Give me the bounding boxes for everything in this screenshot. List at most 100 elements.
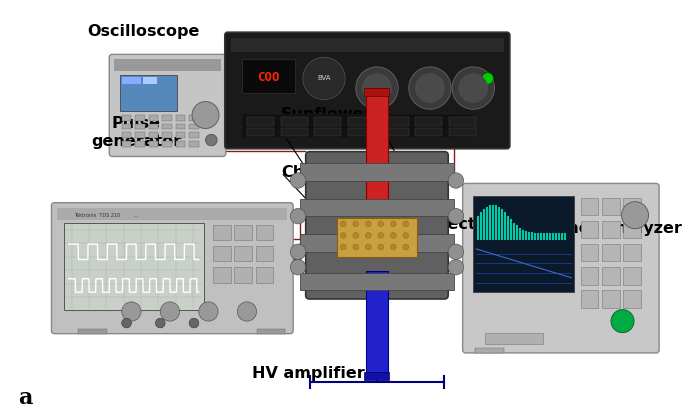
Bar [624,290,641,308]
Circle shape [482,73,494,84]
Circle shape [340,221,346,227]
Bar [366,271,388,377]
Circle shape [353,244,358,250]
Circle shape [356,67,398,109]
Circle shape [448,173,463,188]
Circle shape [365,233,371,238]
Circle shape [160,302,179,321]
Circle shape [340,233,346,238]
Bar [230,38,504,52]
Bar [602,221,620,238]
Bar [281,128,307,136]
Bar [602,244,620,261]
Bar [256,225,273,240]
FancyBboxPatch shape [225,32,510,149]
Bar [135,141,145,147]
Circle shape [199,302,218,321]
Bar [348,128,375,136]
Circle shape [290,173,306,188]
FancyBboxPatch shape [306,152,448,299]
Bar [300,273,454,290]
Circle shape [378,244,384,250]
Circle shape [416,74,444,102]
Bar [256,267,273,282]
Bar [176,115,186,121]
Circle shape [290,259,306,275]
Circle shape [403,233,409,238]
Text: BVA: BVA [317,76,330,81]
Bar [300,199,454,216]
Bar [122,141,132,147]
Bar [122,76,141,84]
Circle shape [206,134,217,146]
Text: Oscilloscope: Oscilloscope [87,24,199,39]
Bar [242,114,473,138]
Bar [234,225,252,240]
Circle shape [391,233,396,238]
Bar [247,128,274,136]
Circle shape [458,74,488,102]
Circle shape [365,244,371,250]
Bar [382,128,409,136]
Bar [382,117,409,126]
Circle shape [378,233,384,238]
Bar [624,198,641,215]
Bar [624,244,641,261]
Bar [234,246,252,261]
Text: a: a [18,387,33,409]
Bar [449,128,476,136]
Circle shape [290,209,306,224]
Bar [64,223,204,310]
Circle shape [353,233,358,238]
Circle shape [448,209,463,224]
Circle shape [155,318,165,328]
Bar [78,329,107,334]
FancyBboxPatch shape [109,55,226,157]
Bar [257,329,286,334]
Bar [473,196,575,292]
Circle shape [122,302,141,321]
Circle shape [365,221,371,227]
FancyBboxPatch shape [463,183,659,353]
Bar [581,198,598,215]
Bar [365,372,389,380]
Bar [162,115,172,121]
Text: Sunflower
oil cake: Sunflower oil cake [281,107,372,139]
Circle shape [611,310,634,333]
Bar [365,88,389,96]
Text: Impedance analyzer: Impedance analyzer [500,221,682,235]
Circle shape [237,302,257,321]
Circle shape [391,244,396,250]
Bar [449,117,476,126]
Bar [189,115,199,121]
Bar [624,221,641,238]
Bar [189,124,199,130]
Bar [135,133,145,138]
Bar [416,117,442,126]
Bar [256,246,273,261]
Circle shape [363,74,391,102]
Circle shape [403,244,409,250]
Bar [366,88,388,213]
Bar [148,141,158,147]
Bar [122,124,132,130]
Bar [162,124,172,130]
Circle shape [403,221,409,227]
Circle shape [290,244,306,259]
Bar [214,267,230,282]
Circle shape [189,318,199,328]
Bar [143,76,158,84]
Bar [602,267,620,285]
Circle shape [340,244,346,250]
Circle shape [391,221,396,227]
Circle shape [192,102,219,128]
Bar [176,141,186,147]
Bar [247,117,274,126]
Circle shape [409,67,451,109]
Bar [120,75,177,111]
Bar [122,133,132,138]
Bar [135,115,145,121]
Bar [581,221,598,238]
Bar [300,163,454,180]
Bar [485,333,542,344]
